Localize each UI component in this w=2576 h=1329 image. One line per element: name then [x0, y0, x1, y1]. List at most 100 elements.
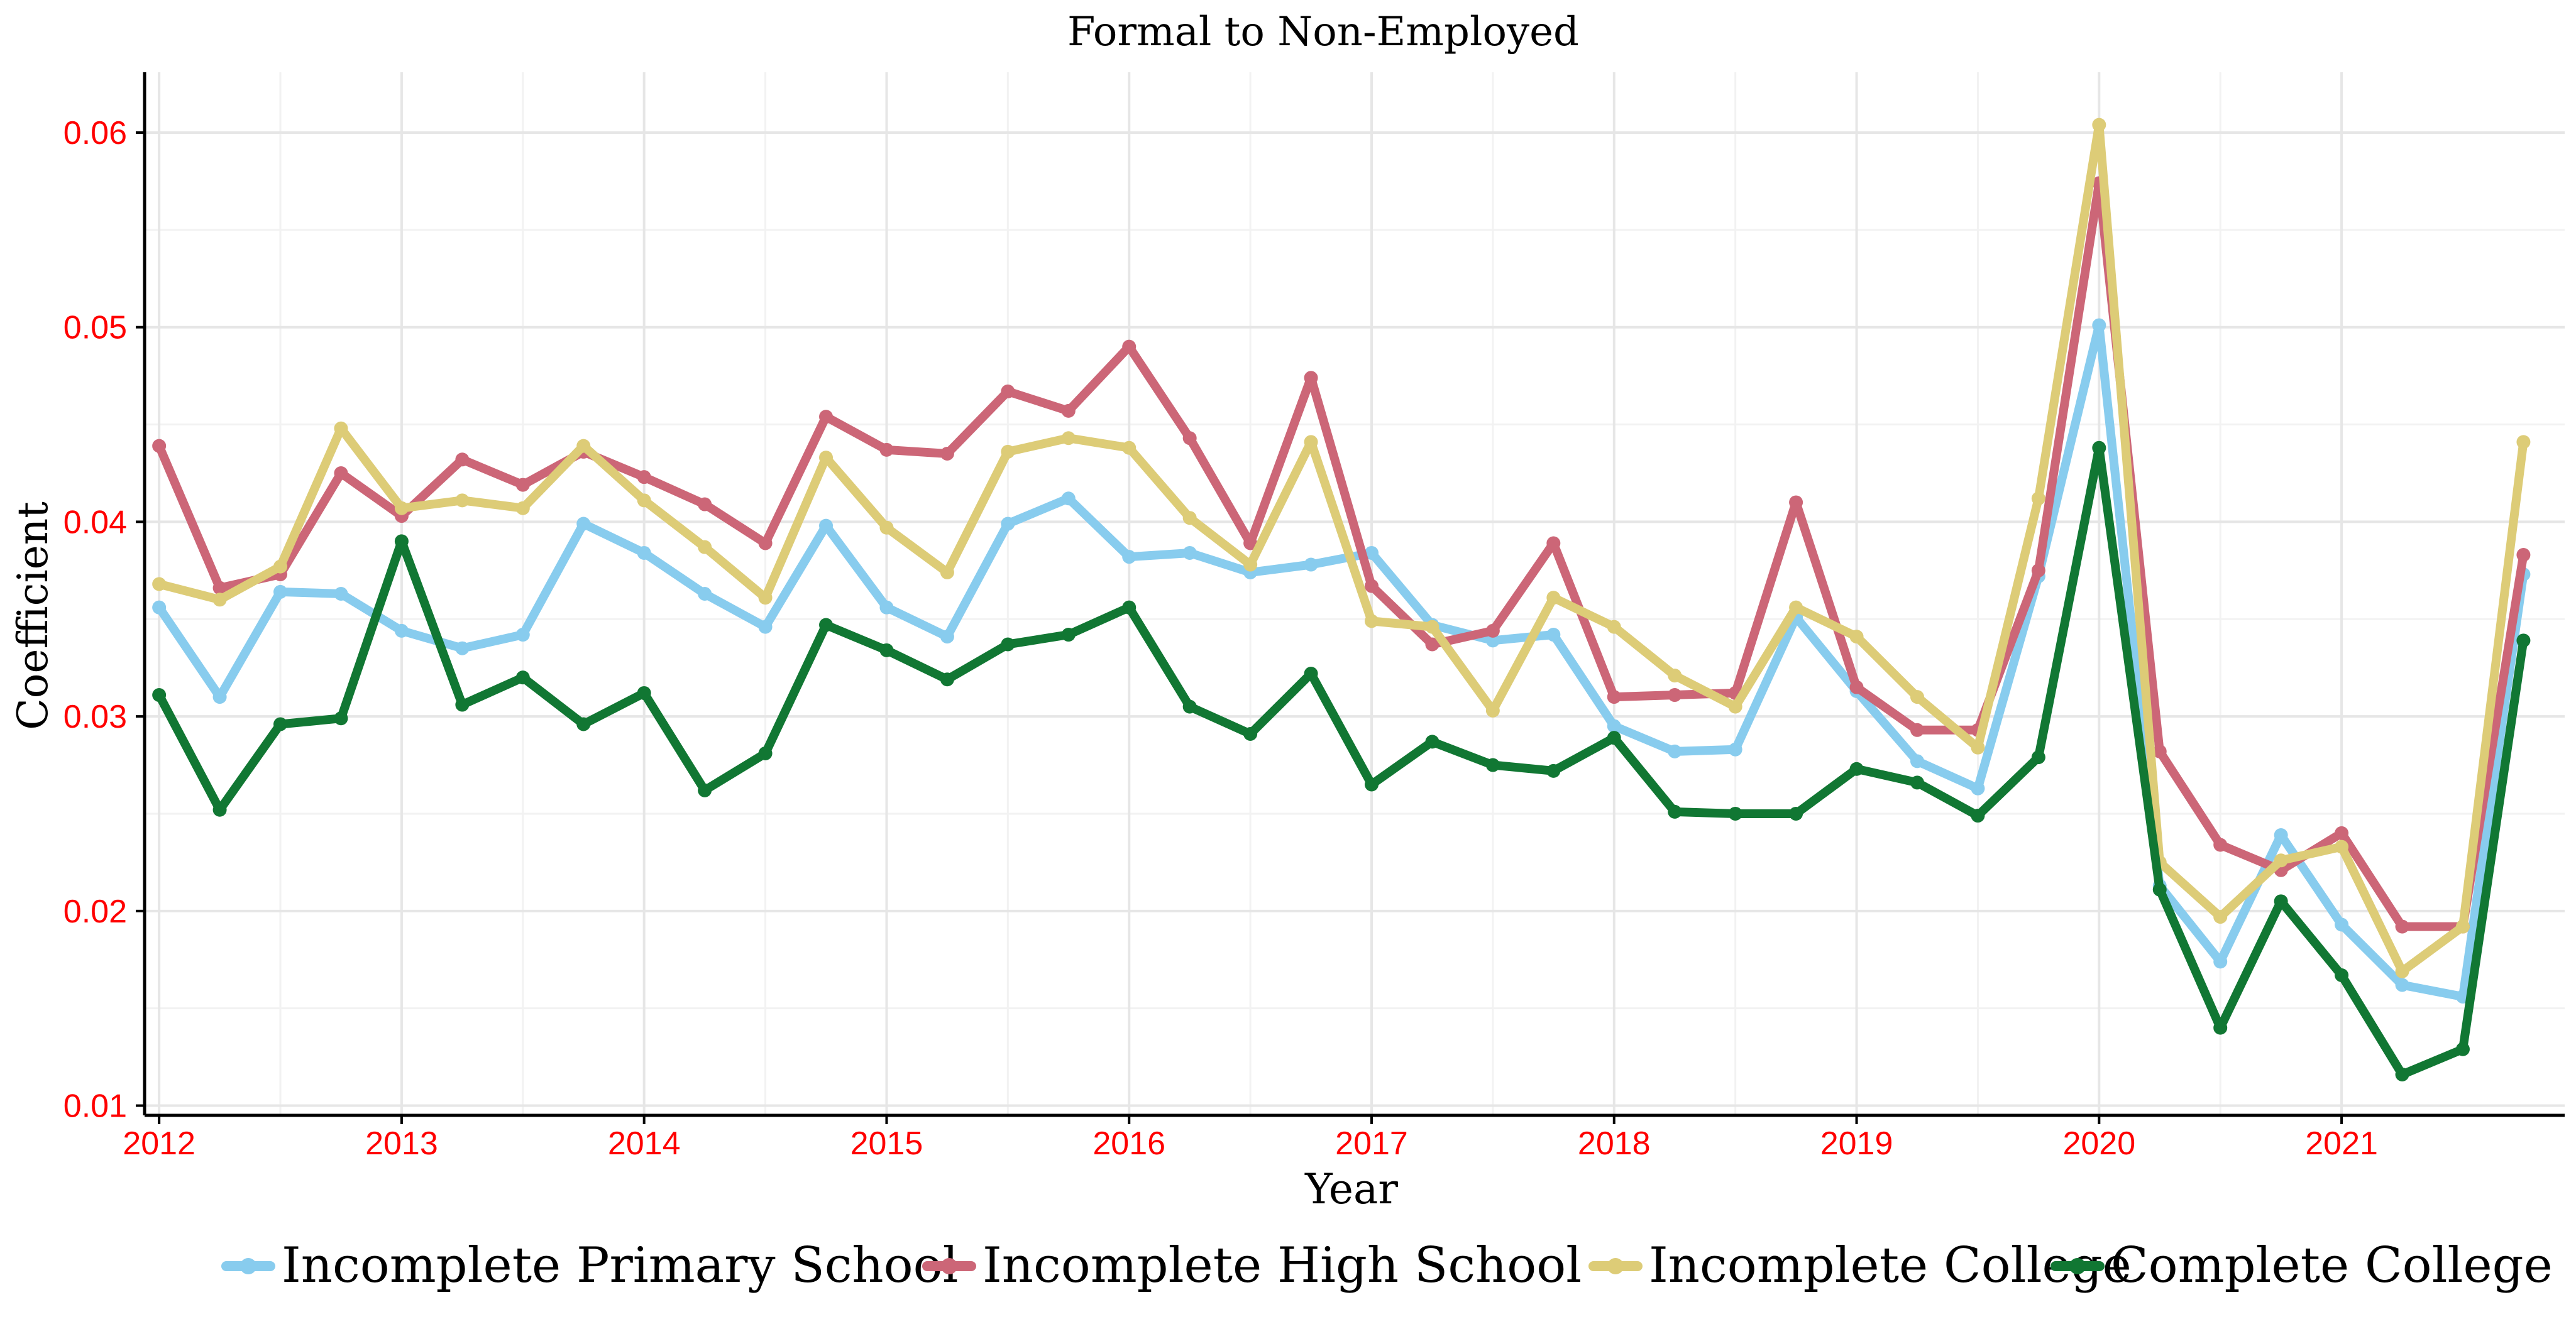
data-point: [879, 643, 894, 657]
legend-item: Incomplete Primary School: [221, 1237, 959, 1294]
y-tick-label: 0.04: [63, 504, 127, 540]
data-point: [2516, 548, 2531, 562]
x-tick-label: 2020: [2062, 1125, 2135, 1162]
data-point: [1849, 680, 1864, 694]
legend-item: Incomplete High School: [922, 1237, 1582, 1294]
data-point: [2213, 910, 2228, 924]
data-point: [2516, 633, 2531, 648]
data-point: [1485, 623, 1500, 638]
data-point: [758, 536, 773, 550]
data-point: [1304, 557, 1318, 572]
data-point: [1728, 742, 1742, 757]
x-tick-label: 2012: [123, 1125, 195, 1162]
data-point: [637, 686, 651, 700]
data-point: [1001, 517, 1015, 531]
data-point: [2516, 435, 2531, 449]
series-complete-college: [152, 440, 2531, 1081]
y-axis-title: Coefficient: [9, 501, 57, 730]
data-point: [1668, 744, 1682, 758]
x-axis-title: Year: [1304, 1165, 1398, 1213]
data-point: [1001, 444, 1015, 459]
data-point: [758, 591, 773, 605]
data-point: [2031, 750, 2045, 765]
data-point: [273, 559, 288, 574]
data-point: [455, 697, 470, 712]
series-incomplete-primary-school: [152, 318, 2531, 1004]
data-point: [1122, 440, 1137, 455]
series-incomplete-college: [152, 118, 2531, 978]
series-line: [155, 443, 2528, 1079]
data-point: [1485, 703, 1500, 718]
data-point: [455, 452, 470, 467]
data-point: [819, 518, 834, 533]
data-point: [1061, 628, 1076, 642]
data-point: [273, 717, 288, 731]
legend-swatch-point: [941, 1258, 957, 1274]
data-point: [455, 641, 470, 655]
data-point: [637, 470, 651, 484]
data-point: [1546, 763, 1561, 778]
series-line: [155, 120, 2528, 976]
data-point: [879, 600, 894, 615]
data-point: [819, 410, 834, 424]
data-point: [2274, 853, 2288, 868]
data-point: [2213, 1020, 2228, 1035]
grid: [145, 72, 2565, 1115]
legend: Incomplete Primary School Incomplete High…: [221, 1237, 2553, 1294]
data-point: [1546, 628, 1561, 642]
data-point: [1304, 371, 1318, 385]
legend-item: Complete College: [2050, 1237, 2553, 1294]
data-point: [1910, 775, 1924, 790]
data-point: [2395, 919, 2409, 934]
data-point: [1910, 690, 1924, 704]
data-point: [1001, 384, 1015, 398]
legend-label: Incomplete Primary School: [282, 1237, 959, 1294]
data-point: [1061, 431, 1076, 446]
data-point: [515, 501, 530, 515]
x-tick-label: 2013: [365, 1125, 438, 1162]
data-point: [2031, 563, 2045, 577]
data-point: [1304, 666, 1318, 681]
x-tick-label: 2014: [608, 1125, 681, 1162]
data-point: [819, 451, 834, 465]
legend-swatch-point: [2069, 1258, 2086, 1274]
data-point: [2213, 838, 2228, 852]
legend-label: Incomplete High School: [983, 1237, 1582, 1294]
data-point: [637, 493, 651, 508]
data-point: [212, 593, 227, 607]
legend-swatch-point: [240, 1258, 256, 1274]
data-point: [273, 584, 288, 599]
data-point: [2031, 491, 2045, 506]
data-point: [1607, 690, 1621, 704]
data-point: [1728, 806, 1742, 821]
data-point: [758, 746, 773, 760]
axes: [143, 72, 2565, 1117]
data-point: [1910, 723, 1924, 737]
data-point: [819, 618, 834, 632]
data-point: [940, 565, 954, 579]
data-point: [2395, 978, 2409, 992]
data-point: [2335, 840, 2349, 854]
data-point: [1607, 719, 1621, 733]
data-point: [1546, 536, 1561, 550]
x-tick-label: 2018: [1578, 1125, 1651, 1162]
data-point: [1789, 806, 1803, 821]
data-point: [1122, 339, 1137, 354]
data-point: [1789, 495, 1803, 510]
chart-title: Formal to Non-Employed: [1067, 9, 1579, 55]
data-point: [334, 421, 348, 435]
data-point: [2455, 919, 2470, 934]
data-point: [758, 620, 773, 634]
legend-swatch-point: [1607, 1258, 1624, 1274]
data-point: [1182, 699, 1197, 714]
data-point: [1365, 579, 1379, 593]
data-point: [1971, 740, 1985, 755]
x-tick-label: 2016: [1093, 1125, 1165, 1162]
data-point: [2335, 968, 2349, 983]
x-tick-label: 2019: [1820, 1125, 1893, 1162]
data-point: [152, 600, 167, 615]
data-point: [576, 439, 591, 453]
data-point: [2092, 118, 2106, 132]
data-point: [2274, 828, 2288, 843]
